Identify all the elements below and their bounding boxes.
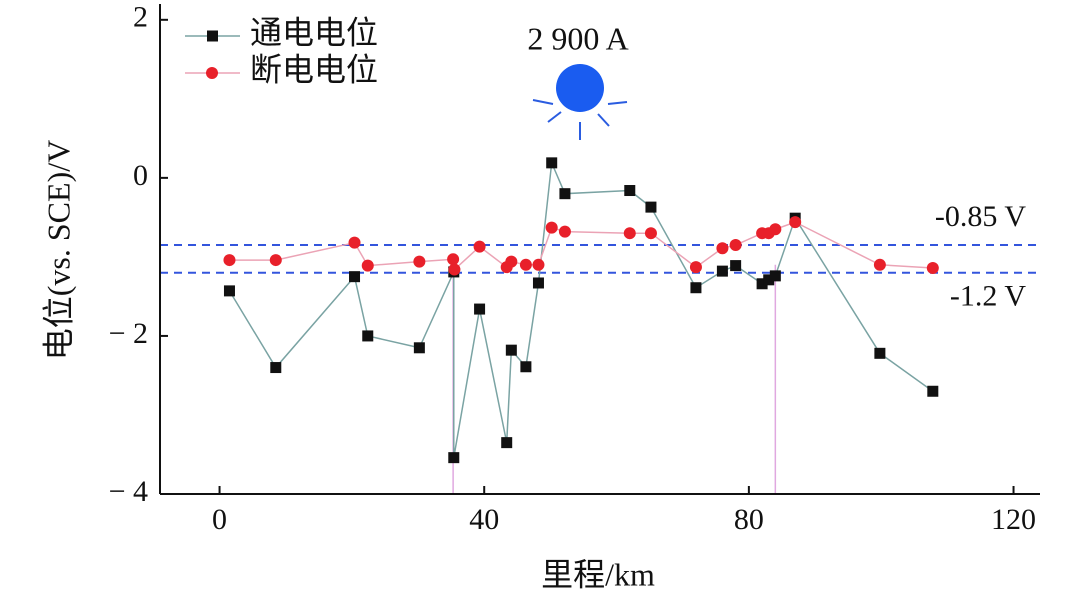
- data-point: [348, 236, 361, 249]
- data-point: [716, 265, 728, 277]
- data-point: [716, 242, 729, 255]
- data-point: [501, 437, 513, 449]
- legend-marker: [206, 67, 218, 79]
- data-point: [349, 271, 361, 283]
- data-point: [763, 274, 775, 286]
- data-point: [559, 188, 571, 200]
- data-point: [413, 255, 426, 268]
- data-point: [269, 254, 282, 267]
- data-point: [689, 261, 702, 274]
- y-axis-label: 电位(vs. SCE)/V: [40, 140, 76, 360]
- data-point: [413, 342, 425, 354]
- data-point: [545, 221, 558, 234]
- current-source: [556, 64, 604, 112]
- data-point: [927, 385, 939, 397]
- data-point: [645, 201, 657, 213]
- y-tick-label: 0: [133, 159, 148, 192]
- data-point: [270, 362, 282, 374]
- data-point: [623, 227, 636, 240]
- data-point: [729, 239, 742, 252]
- x-axis-label: 里程/km: [541, 556, 655, 592]
- sun-icon: [532, 64, 628, 140]
- data-point: [624, 185, 636, 197]
- data-point: [644, 227, 657, 240]
- data-point: [546, 157, 558, 169]
- data-point: [874, 347, 886, 359]
- data-point: [223, 285, 235, 297]
- y-tick-label: 2: [133, 1, 148, 34]
- reference-label: -1.2 V: [950, 280, 1026, 313]
- data-point: [690, 282, 702, 294]
- data-point: [873, 258, 886, 271]
- data-point: [223, 254, 236, 267]
- series-line: [228, 159, 934, 458]
- legend-marker: [207, 30, 218, 42]
- data-point: [362, 330, 374, 342]
- data-point: [532, 258, 545, 271]
- data-point: [447, 253, 460, 266]
- data-point: [519, 258, 532, 271]
- y-tick-label: − 2: [109, 317, 148, 350]
- y-tick-label: − 4: [109, 475, 148, 508]
- x-tick-label: 80: [734, 503, 764, 536]
- arrows: [532, 99, 628, 140]
- data-point: [448, 263, 461, 276]
- legend-label: 断电电位: [250, 51, 378, 87]
- x-tick-label: 40: [469, 503, 499, 536]
- legend-label: 通电电位: [250, 14, 378, 50]
- data-point: [505, 255, 518, 268]
- x-tick-label: 0: [212, 503, 227, 536]
- data-point: [789, 216, 802, 229]
- x-tick-label: 120: [991, 503, 1036, 536]
- data-point: [505, 344, 517, 356]
- data-point: [769, 223, 782, 236]
- data-point: [473, 240, 486, 253]
- data-point: [926, 261, 939, 274]
- data-point: [474, 303, 486, 315]
- annotation: 2 900 A: [527, 20, 628, 56]
- reference-label: -0.85 V: [935, 200, 1026, 233]
- data-point: [769, 270, 781, 282]
- data-point: [730, 260, 742, 272]
- data-point: [520, 361, 532, 373]
- data-point: [361, 259, 374, 272]
- data-point: [558, 225, 571, 238]
- data-point: [448, 452, 460, 464]
- data-point: [532, 277, 544, 289]
- data-point: [756, 278, 768, 290]
